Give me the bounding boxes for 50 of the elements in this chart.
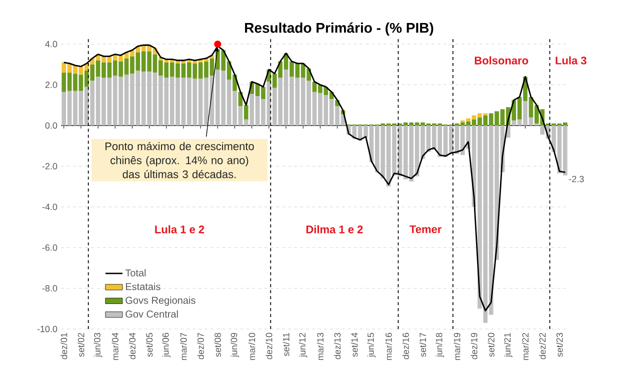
chart-title: Resultado Primário - (% PIB) [245,22,434,36]
y-tick-label: -4.0 [42,204,58,210]
x-tick-label: jun/09 [230,332,239,358]
x-tick-label: set/14 [351,332,358,357]
x-tick-label: set/23 [556,332,563,357]
annotation: Lula 1 e 2 [155,225,204,234]
x-tick-label: mar/13 [316,332,324,360]
data-label: -2.3 [569,176,584,182]
x-tick-label: jun/21 [504,332,512,358]
x-tick-label: dez/16 [402,332,409,360]
y-tick-label: 0.0 [45,122,58,129]
x-tick-label: set/05 [146,332,153,357]
x-tick-label: mar/22 [522,332,529,360]
x-tick-label: dez/04 [128,332,136,360]
x-tick-label: mar/19 [454,332,460,360]
x-tick-label: jun/03 [94,332,102,358]
annotation: Bolsonaro [474,56,528,64]
legend-label: Total [125,269,146,276]
legend-label: Gov Central [126,310,178,318]
y-tick-label: 4.0 [45,40,58,48]
legend-label: Govs Regionais [126,296,196,306]
x-tick-label: mar/04 [112,332,118,360]
x-tick-label: mar/16 [385,332,392,360]
x-tick-label: set/20 [488,332,494,357]
x-tick-label: dez/10 [266,332,272,360]
annotation: Dilma 1 e 2 [306,225,363,234]
legend-label: Estatais [126,282,160,290]
x-tick-label: set/02 [78,332,84,357]
x-tick-label: set/11 [282,332,290,356]
x-tick-label: dez/22 [539,332,546,360]
x-tick-label: jun/15 [367,332,376,358]
annotation: Lula 3 [556,56,586,64]
x-tick-label: dez/07 [197,332,204,360]
x-tick-label: dez/19 [470,332,478,360]
y-tick-label: 2.0 [45,82,58,88]
x-tick-label: jun/06 [162,332,171,358]
y-tick-label: -2.0 [42,163,58,170]
x-tick-label: jun/12 [298,332,308,358]
annotation: Ponto máximo de crescimento chinês (aprox. 14% no ano) das últimas 3 décadas. [106,142,254,178]
x-tick-label: mar/07 [180,332,187,360]
y-tick-label: -6.0 [42,244,58,251]
x-tick-label: dez/01 [60,332,68,360]
x-tick-label: set/17 [419,332,426,357]
x-tick-label: set/08 [214,332,221,357]
y-tick-label: -8.0 [42,285,58,292]
annotation: Temer [410,225,442,234]
x-tick-label: mar/10 [248,332,256,360]
x-tick-label: dez/13 [334,332,341,360]
x-tick-label: jun/18 [436,332,444,358]
y-tick-label: -10.0 [37,326,58,332]
